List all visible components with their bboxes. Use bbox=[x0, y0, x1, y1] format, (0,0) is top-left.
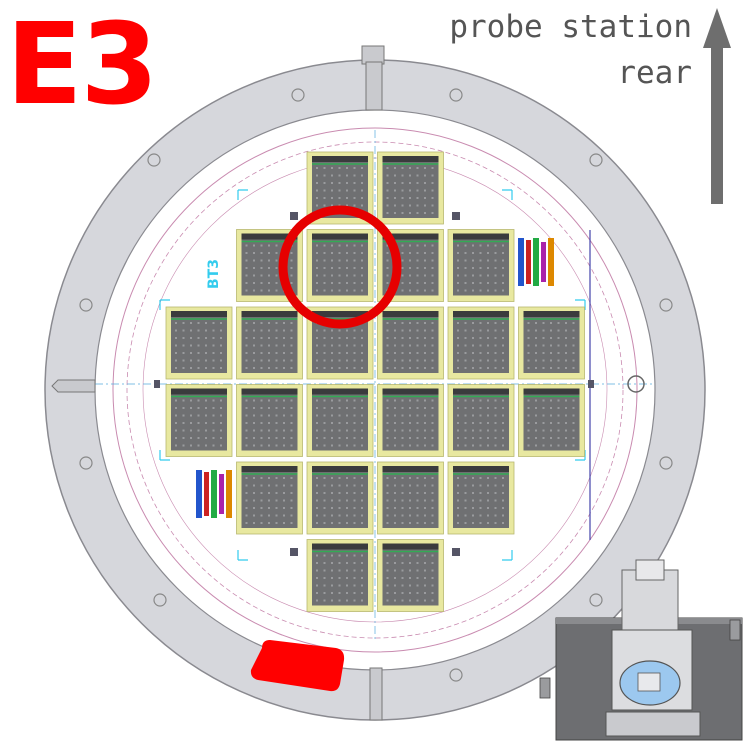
small-die-markers bbox=[154, 212, 594, 556]
die-tile bbox=[377, 306, 444, 380]
die-tile bbox=[165, 306, 233, 380]
top-alignment-pin bbox=[361, 45, 385, 65]
red-notch-marker bbox=[250, 640, 345, 692]
die-tile bbox=[377, 151, 444, 225]
orientation-line-2: rear bbox=[617, 55, 692, 91]
mounting-hole bbox=[589, 593, 603, 607]
probe-station-thumbnail bbox=[539, 559, 743, 741]
die-tile bbox=[518, 384, 585, 457]
test-structure-left bbox=[196, 470, 232, 518]
die-tile bbox=[306, 384, 374, 457]
bottom-alignment-pin bbox=[369, 667, 383, 721]
mounting-hole bbox=[153, 593, 167, 607]
die-grid bbox=[165, 151, 585, 612]
die-tile bbox=[447, 384, 515, 457]
die-tile bbox=[236, 306, 303, 380]
cyan-fiducials bbox=[159, 189, 586, 561]
wafer-label: BT3 bbox=[205, 259, 222, 289]
up-arrow-icon bbox=[703, 8, 731, 204]
mounting-hole bbox=[659, 298, 673, 312]
orientation-line-1: probe station bbox=[449, 9, 692, 45]
die-tile bbox=[377, 539, 444, 612]
mounting-hole bbox=[147, 153, 161, 167]
top-alignment-pin-base bbox=[365, 61, 383, 111]
die-tile bbox=[447, 306, 515, 380]
mounting-hole bbox=[449, 88, 463, 102]
die-tile bbox=[236, 461, 303, 535]
die-tile bbox=[306, 229, 374, 302]
die-tile bbox=[518, 306, 585, 380]
mounting-hole bbox=[589, 153, 603, 167]
die-tile bbox=[306, 539, 374, 612]
right-mounting-hole bbox=[627, 375, 645, 393]
die-tile bbox=[447, 229, 515, 302]
die-tile bbox=[236, 384, 303, 457]
die-tile bbox=[377, 461, 444, 535]
mounting-hole bbox=[79, 456, 93, 470]
die-tile bbox=[377, 384, 444, 457]
mounting-hole bbox=[449, 668, 463, 682]
mounting-hole bbox=[291, 88, 305, 102]
wafer-outline bbox=[112, 127, 638, 653]
die-tile bbox=[447, 461, 515, 535]
highlighted-die-ring bbox=[278, 205, 402, 329]
mounting-hole bbox=[659, 456, 673, 470]
die-tile bbox=[165, 384, 233, 457]
mounting-hole bbox=[79, 298, 93, 312]
left-alignment-pin bbox=[51, 379, 96, 393]
test-structure-right bbox=[518, 238, 554, 286]
die-tile bbox=[306, 461, 374, 535]
overlay-label: E3 bbox=[6, 0, 158, 130]
